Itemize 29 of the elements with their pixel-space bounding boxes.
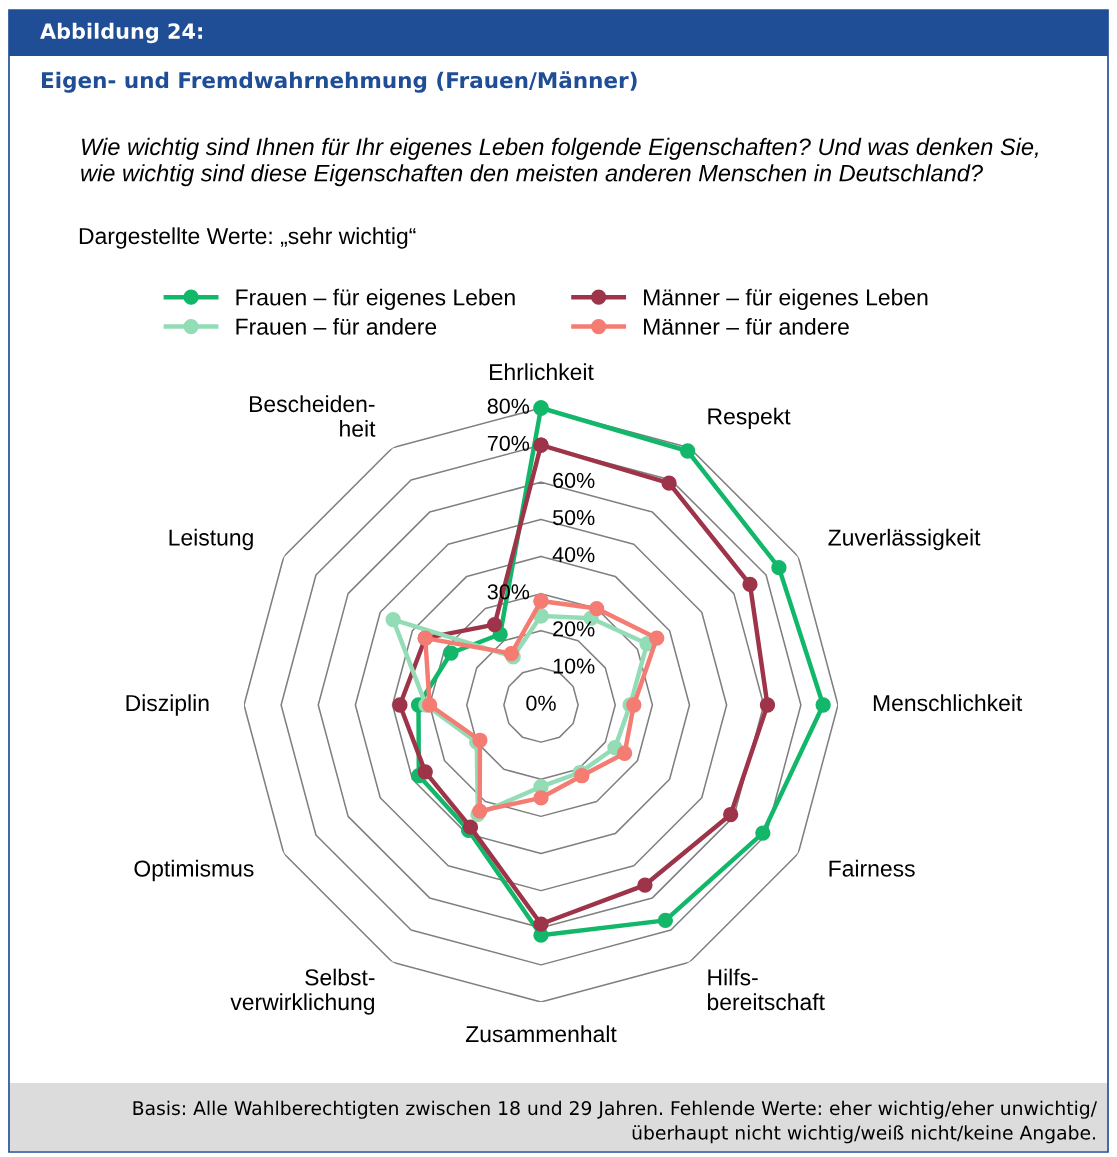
legend-label: Frauen – für eigenes Leben: [236, 288, 515, 310]
spoke-label: Hilfs- bereitschaft: [707, 968, 825, 1011]
spoke-label: Leistung: [169, 528, 253, 551]
legend-label: Frauen – für andere: [236, 318, 437, 335]
spoke-label: Fairness: [829, 859, 915, 877]
spoke-label: Zuverlässigkeit: [828, 528, 981, 551]
spoke-label: Bescheiden- heit: [249, 395, 376, 437]
y-tick-label: 50%: [552, 509, 595, 526]
legend-label: Männer – für eigenes Leben: [644, 288, 928, 310]
spoke-label: Selbst- verwirklichung: [230, 968, 375, 1015]
spoke-label: Respekt: [708, 407, 791, 429]
y-tick-label: 60%: [553, 472, 595, 489]
y-tick-label: 20%: [553, 621, 595, 637]
y-tick-label: 70%: [487, 435, 530, 451]
spoke-label: Menschlichkeit: [873, 694, 1023, 712]
text: Basis: Alle Wahlberechtigten zwischen 18 und 29 Jahren. Fehlende Werte: eher wichtig/eher unwichtig/ überhaupt nicht wichtig/weiß nicht/keine Angabe.: [133, 1100, 1098, 1144]
spoke-label: Disziplin: [126, 694, 209, 716]
y-tick-label: 80%: [487, 398, 530, 414]
spoke-label: Optimismus: [134, 859, 254, 882]
text: Wie wichtig sind Ihnen für Ihr eigenes Leben folgende Eigenschaften? Und was denken Sie, wie wichtig sind diese Eigenschaften den meisten anderen Menschen in Deutschland?: [81, 137, 1038, 187]
y-tick-label: 40%: [552, 547, 595, 563]
text: Dargestellte Werte: „sehr wichtig“: [79, 227, 416, 249]
chart-title: Abbildung 24:: [40, 22, 202, 44]
chart-subtitle: Eigen- und Fremdwahrnehmung (Frauen/Männer): [41, 71, 637, 93]
y-tick-label: 0%: [526, 695, 556, 711]
spoke-label: Ehrlichkeit: [490, 363, 594, 381]
y-tick-label: 10%: [553, 658, 595, 674]
spoke-label: Zusammenhalt: [465, 1025, 617, 1043]
legend-label: Männer – für andere: [644, 318, 849, 335]
